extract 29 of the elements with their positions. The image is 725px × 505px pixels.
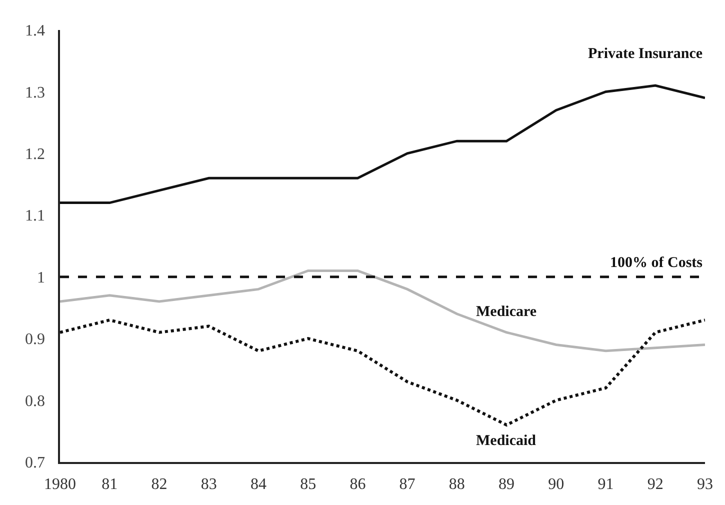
x-tick-label: 82: [151, 476, 168, 493]
x-tick-label: 88: [448, 476, 465, 493]
x-tick-label: 87: [399, 476, 416, 493]
x-tick-label: 91: [598, 476, 614, 493]
y-tick-label: 0.8: [25, 392, 46, 410]
y-tick-label: 1: [37, 269, 46, 286]
line-series: [60, 84, 705, 204]
x-tick-label: 92: [647, 476, 664, 493]
y-tick-label: 1.1: [25, 208, 46, 225]
x-tick-label: 90: [548, 476, 564, 493]
y-tick-label: 1.4: [25, 22, 46, 40]
x-tick-label: 81: [102, 476, 118, 493]
y-tick-label: 1.3: [25, 84, 46, 102]
text: Private Insurance: [588, 46, 703, 62]
series-label: Medicare: [476, 304, 537, 320]
series-label: Medicaid: [476, 433, 537, 449]
x-tick-label: 86: [350, 476, 366, 493]
x-tick-label: 83: [200, 476, 217, 493]
y-tick-label: 0.7: [25, 454, 46, 472]
x-tick-label: 89: [498, 476, 515, 493]
x-tick-label: 1980: [44, 476, 76, 493]
y-tick-label: 1.2: [25, 146, 46, 164]
y-tick-label: 0.9: [25, 331, 46, 348]
ref-line-label: 100% of Costs: [610, 255, 703, 271]
line-series: [60, 318, 705, 426]
x-tick-label: 93: [697, 476, 713, 493]
x-tick-label: 84: [250, 476, 266, 493]
line-series: [60, 269, 705, 352]
x-tick-label: 85: [300, 476, 316, 493]
